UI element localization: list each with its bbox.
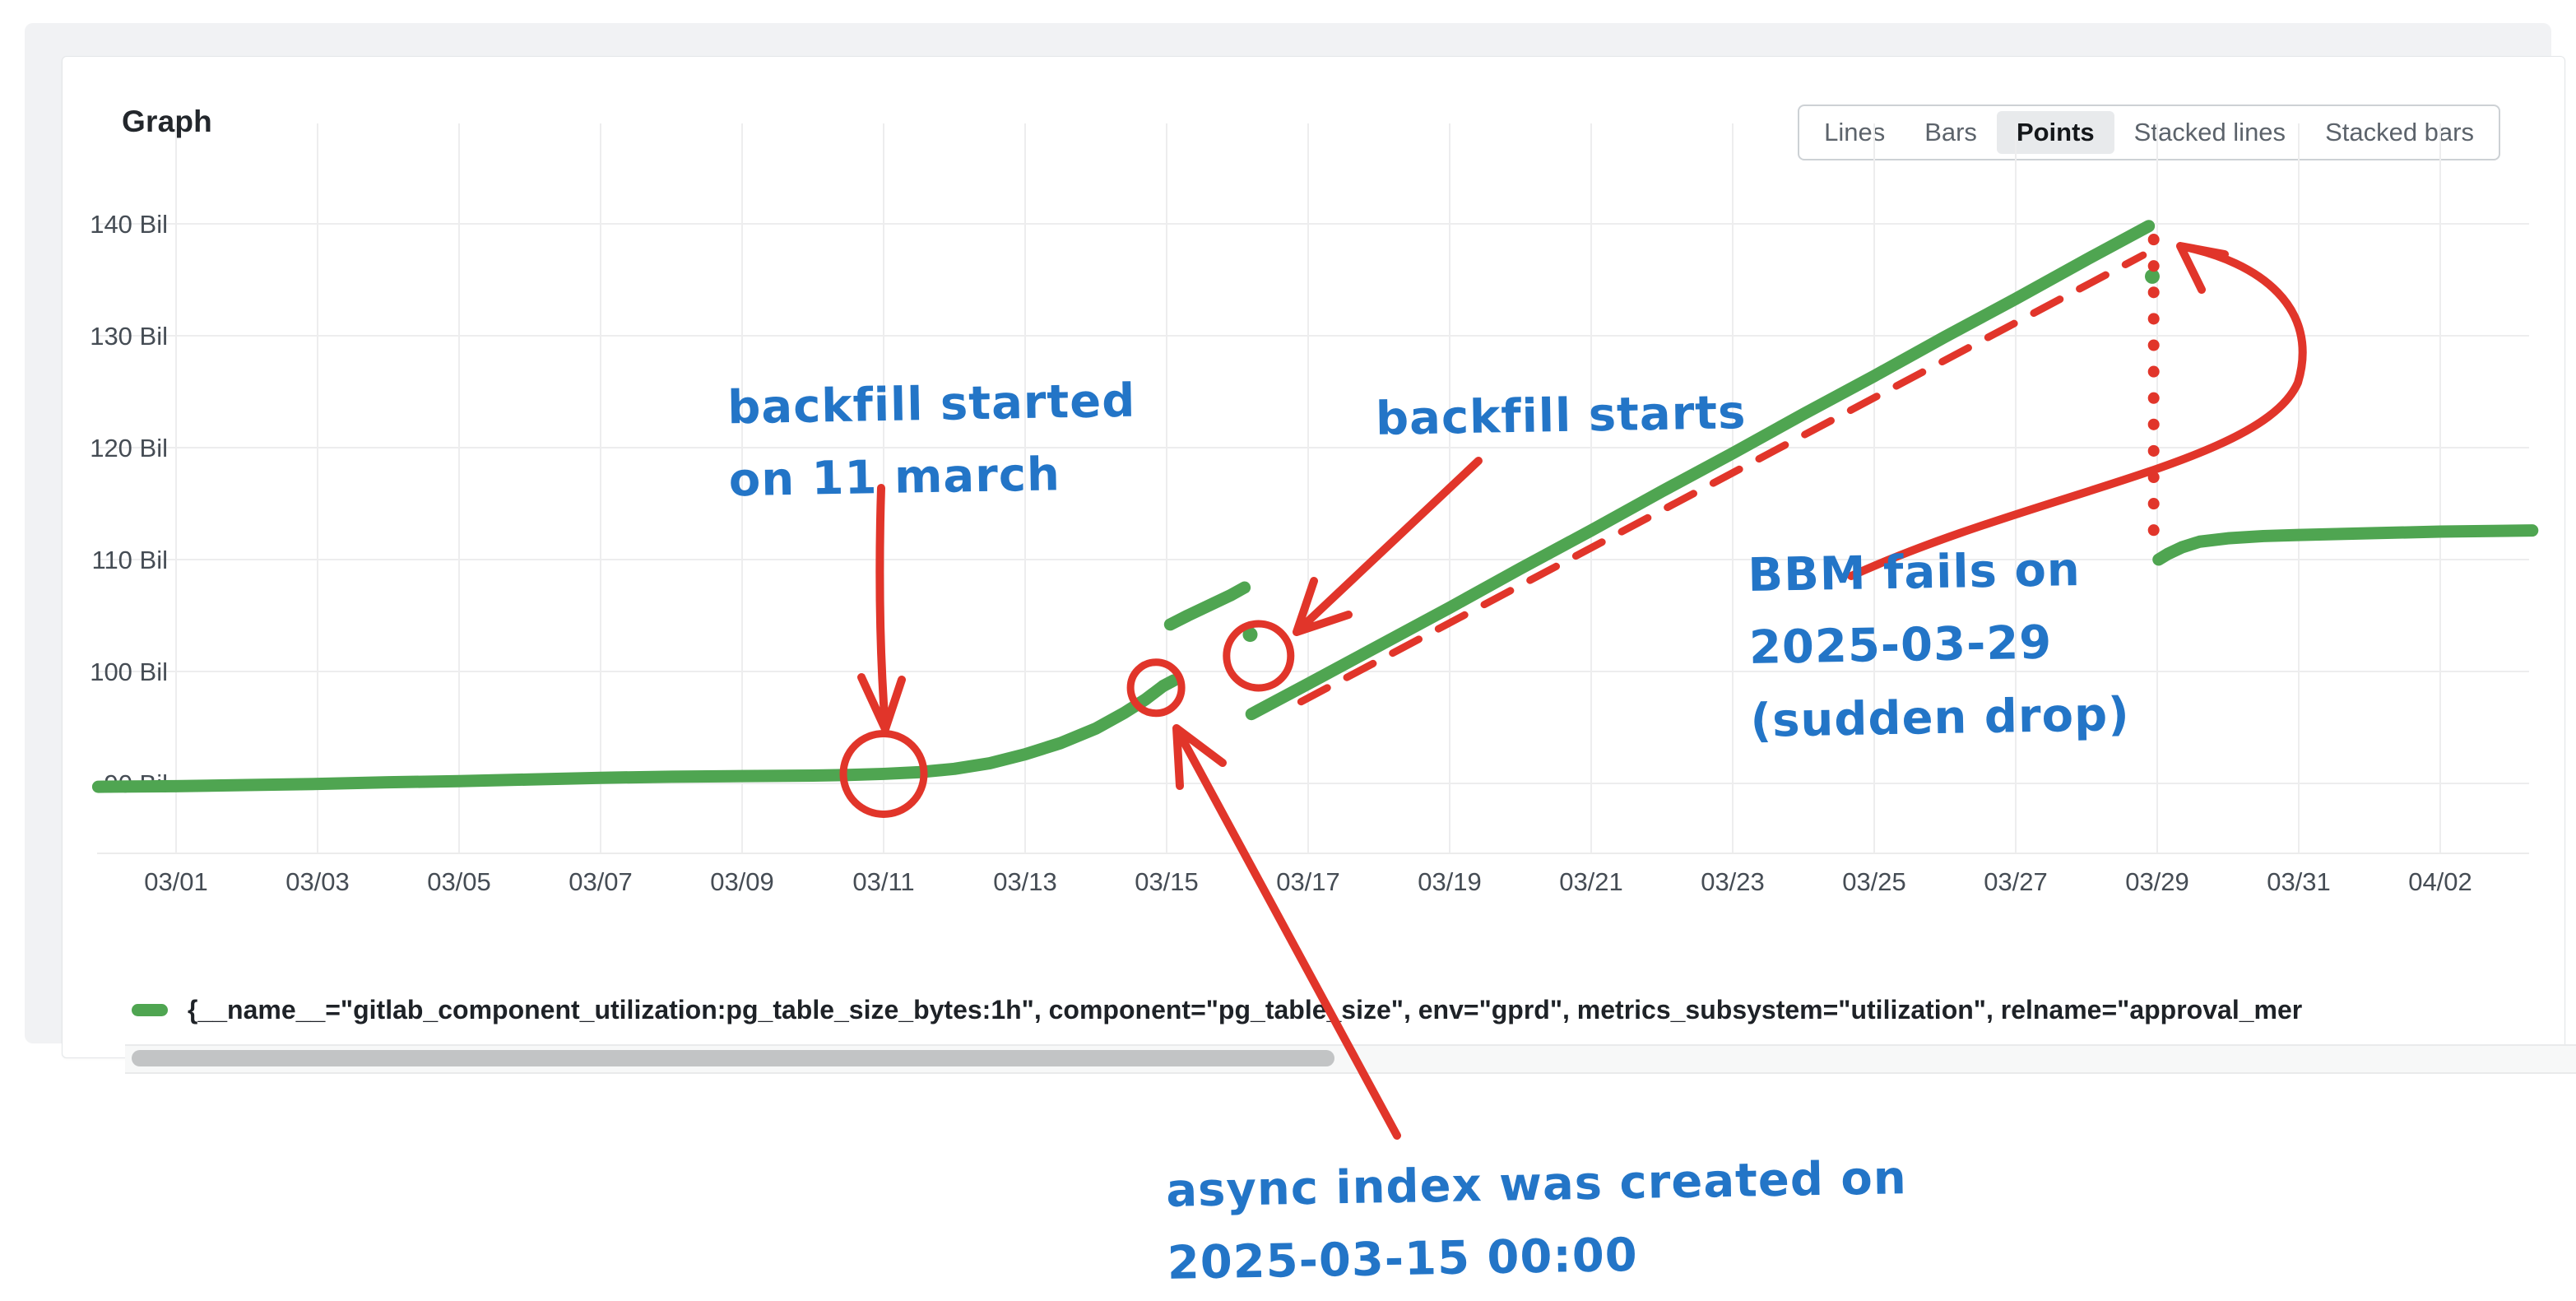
legend-row[interactable]: {__name__="gitlab_component_utilization:… xyxy=(132,995,2576,1025)
note-bbm-fails: BBM fails on 2025-03-29 (sudden drop) xyxy=(1748,533,2131,758)
note-async-index: async index was created on 2025-03-15 00… xyxy=(1166,1142,1909,1301)
note-line: backfill started xyxy=(726,374,1136,435)
horizontal-scrollbar-track[interactable] xyxy=(125,1044,2576,1074)
note-line: on 11 march xyxy=(728,448,1061,508)
note-line: backfill starts xyxy=(1375,386,1747,446)
graph-panel: Graph Lines Bars Points Stacked lines Stacke… xyxy=(62,56,2576,1074)
view-mode-stacked-bars[interactable]: Stacked bars xyxy=(2325,118,2474,146)
view-mode-points[interactable]: Points xyxy=(1996,111,2114,154)
series-color-swatch xyxy=(132,1004,168,1016)
view-mode-stacked-lines[interactable]: Stacked lines xyxy=(2133,118,2286,146)
note-line: async index was created on xyxy=(1165,1151,1908,1218)
panel-title: Graph xyxy=(122,105,212,138)
view-mode-bars[interactable]: Bars xyxy=(1924,118,1977,146)
note-line: 2025-03-29 xyxy=(1748,616,2053,676)
note-backfill-starts: backfill starts xyxy=(1375,377,1747,456)
view-mode-toggle-group: Lines Bars Points Stacked lines Stacked bars xyxy=(1798,105,2500,160)
note-line: 2025-03-15 00:00 xyxy=(1167,1229,1639,1291)
note-backfill-started: backfill started on 11 march xyxy=(726,365,1137,518)
view-mode-lines[interactable]: Lines xyxy=(1824,118,1886,146)
panel-outer-frame: Graph Lines Bars Points Stacked lines Stacke… xyxy=(25,23,2576,1074)
note-line: BBM fails on xyxy=(1747,542,2082,603)
series-legend-label: {__name__="gitlab_component_utilization:… xyxy=(188,995,2303,1025)
note-line: (sudden drop) xyxy=(1749,687,2131,748)
horizontal-scrollbar-thumb[interactable] xyxy=(132,1050,1334,1066)
